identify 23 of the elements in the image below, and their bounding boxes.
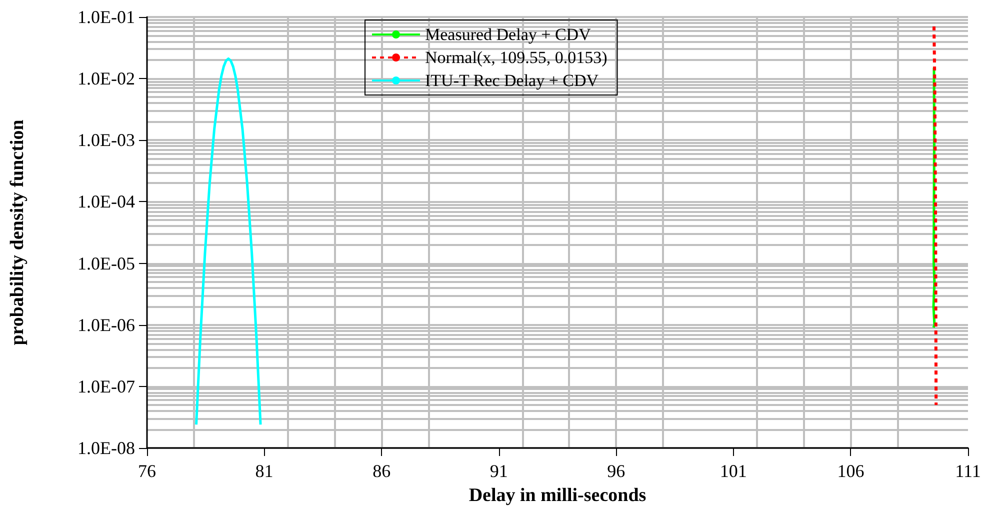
y-tick-label: 1.0E-06 <box>78 314 135 335</box>
x-axis-title: Delay in milli-seconds <box>468 485 646 506</box>
line-series <box>932 25 938 406</box>
line-series <box>195 57 262 426</box>
y-tick-label: 1.0E-07 <box>78 376 135 396</box>
y-tick-label: 1.0E-03 <box>78 130 135 150</box>
x-tick-label: 76 <box>138 461 156 481</box>
x-tick-label: 86 <box>372 461 391 481</box>
legend-label: ITU-T Rec Delay + CDV <box>425 71 600 90</box>
y-tick-label: 1.0E-01 <box>78 7 135 27</box>
x-tick-label: 91 <box>490 461 508 481</box>
x-tick-label: 96 <box>607 461 626 481</box>
x-tick-label: 106 <box>837 461 864 481</box>
x-tick-label: 81 <box>255 461 274 481</box>
legend-label: Normal(x, 109.55, 0.0153) <box>425 48 608 67</box>
x-tick-label: 101 <box>720 461 747 481</box>
y-tick-label: 1.0E-05 <box>78 253 135 274</box>
y-tick-label: 1.0E-08 <box>78 438 135 458</box>
x-tick-label: 111 <box>955 461 981 481</box>
y-axis-title: probability density function <box>7 119 28 346</box>
y-tick-label: 1.0E-02 <box>78 68 135 89</box>
legend-label: Measured Delay + CDV <box>425 25 592 44</box>
y-tick-label: 1.0E-04 <box>78 192 135 212</box>
